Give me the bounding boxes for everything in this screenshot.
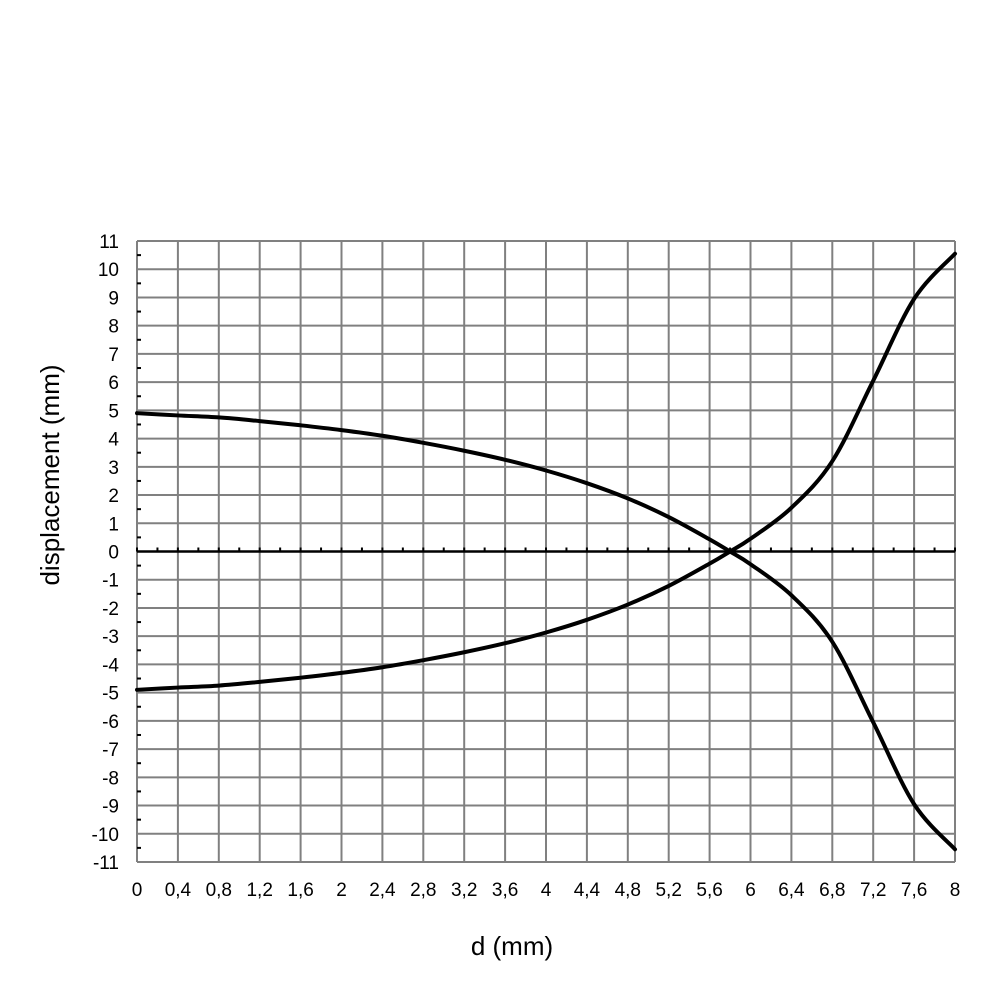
y-tick-label: 10 xyxy=(98,260,119,281)
y-tick-label: -1 xyxy=(102,571,119,592)
x-tick-label: 6,8 xyxy=(819,880,845,901)
x-tick-label: 8 xyxy=(950,880,961,901)
y-tick-label: -7 xyxy=(102,740,119,761)
x-tick-label: 1,6 xyxy=(287,880,313,901)
x-tick-label: 6,4 xyxy=(778,880,805,901)
y-tick-label: 2 xyxy=(108,486,119,507)
y-tick-label: 11 xyxy=(99,232,119,253)
x-tick-labels: 0 0,4 0,8 1,2 1,6 2 2,4 2,8 3,2 3,6 4 4,4 4,8 5,2 5,6 6… xyxy=(132,880,961,901)
y-tick-label: -10 xyxy=(92,825,119,846)
y-tick-label: -9 xyxy=(102,797,119,818)
y-axis-title: displacement (mm) xyxy=(35,364,65,585)
x-tick-label: 3,6 xyxy=(492,880,518,901)
x-tick-label: 5,6 xyxy=(696,880,722,901)
x-tick-label: 0,4 xyxy=(165,880,192,901)
y-tick-label: 8 xyxy=(108,317,119,338)
x-tick-label: 4 xyxy=(541,880,552,901)
y-tick-label: 6 xyxy=(108,373,119,394)
x-tick-label: 4,8 xyxy=(615,880,641,901)
x-tick-label: 2,8 xyxy=(410,880,436,901)
y-tick-label: -2 xyxy=(102,599,119,620)
x-tick-label: 4,4 xyxy=(574,880,601,901)
series-group xyxy=(135,251,957,852)
x-tick-label: 2 xyxy=(336,880,347,901)
y-tick-label: -4 xyxy=(102,655,119,676)
x-axis-title: d (mm) xyxy=(471,931,553,961)
x-tick-label: 0 xyxy=(132,880,143,901)
y-tick-label: 7 xyxy=(108,345,119,366)
y-tick-label: 4 xyxy=(108,430,119,451)
x-tick-label: 1,2 xyxy=(246,880,272,901)
x-tick-label: 7,2 xyxy=(860,880,886,901)
y-tick-label: -5 xyxy=(102,684,119,705)
series-line-1 xyxy=(135,411,957,852)
y-tick-label: 9 xyxy=(108,288,119,309)
y-tick-label: 1 xyxy=(108,514,119,535)
y-tick-label: 3 xyxy=(108,458,119,479)
x-tick-label: 7,6 xyxy=(901,880,927,901)
y-tick-label: -3 xyxy=(102,627,119,648)
y-tick-label: -6 xyxy=(102,712,119,733)
y-tick-label: 0 xyxy=(108,543,119,564)
x-tick-label: 6 xyxy=(745,880,756,901)
x-tick-label: 2,4 xyxy=(369,880,396,901)
zero-axis xyxy=(136,254,956,849)
x-tick-label: 3,2 xyxy=(451,880,477,901)
y-tick-label: -11 xyxy=(93,853,119,874)
y-tick-label: -8 xyxy=(102,768,119,789)
x-tick-label: 0,8 xyxy=(206,880,232,901)
series-line-2 xyxy=(135,251,957,692)
y-tick-label: 5 xyxy=(108,401,119,422)
x-tick-label: 5,2 xyxy=(655,880,681,901)
